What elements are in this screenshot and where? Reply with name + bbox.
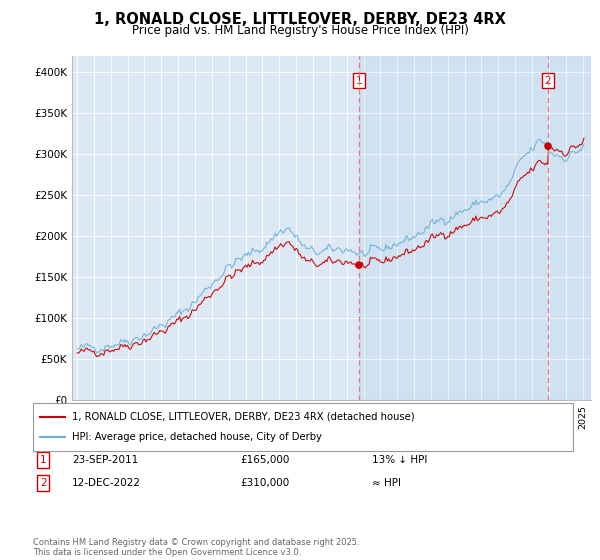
Text: 1: 1 — [40, 455, 47, 465]
Bar — [359, 56, 591, 400]
Text: 23-SEP-2011: 23-SEP-2011 — [72, 455, 138, 465]
Text: 2: 2 — [545, 76, 551, 86]
Text: £165,000: £165,000 — [240, 455, 289, 465]
Text: Price paid vs. HM Land Registry's House Price Index (HPI): Price paid vs. HM Land Registry's House … — [131, 24, 469, 37]
Text: HPI: Average price, detached house, City of Derby: HPI: Average price, detached house, City… — [72, 432, 322, 442]
Point — [543, 142, 553, 151]
Text: 12-DEC-2022: 12-DEC-2022 — [72, 478, 141, 488]
Text: £310,000: £310,000 — [240, 478, 289, 488]
Text: 1: 1 — [356, 76, 362, 86]
Text: 13% ↓ HPI: 13% ↓ HPI — [372, 455, 427, 465]
Text: 1, RONALD CLOSE, LITTLEOVER, DERBY, DE23 4RX (detached house): 1, RONALD CLOSE, LITTLEOVER, DERBY, DE23… — [72, 412, 415, 422]
Text: 2: 2 — [40, 478, 47, 488]
Text: 1, RONALD CLOSE, LITTLEOVER, DERBY, DE23 4RX: 1, RONALD CLOSE, LITTLEOVER, DERBY, DE23… — [94, 12, 506, 27]
Point — [354, 260, 364, 269]
Text: ≈ HPI: ≈ HPI — [372, 478, 401, 488]
Text: Contains HM Land Registry data © Crown copyright and database right 2025.
This d: Contains HM Land Registry data © Crown c… — [33, 538, 359, 557]
